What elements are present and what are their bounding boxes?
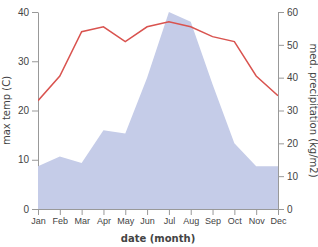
line xyxy=(38,22,278,101)
tick-mark xyxy=(278,78,284,79)
tick-mark xyxy=(103,209,104,215)
tick-label: Sep xyxy=(205,216,221,226)
tick-label: Mar xyxy=(74,216,90,226)
tick-label: Feb xyxy=(53,216,69,226)
tick-label: Nov xyxy=(249,216,266,226)
tick-mark xyxy=(32,12,38,13)
tick-label: 60 xyxy=(287,7,299,18)
tick-mark xyxy=(213,209,214,215)
tick-label: 40 xyxy=(18,7,30,18)
tick: May xyxy=(117,209,135,226)
area xyxy=(38,12,278,209)
tick-mark xyxy=(32,111,38,112)
tick-label: 10 xyxy=(287,171,299,182)
y2-axis: 0 10 20 30 40 50 60 xyxy=(278,7,299,215)
tick: 40 xyxy=(278,72,299,83)
tick-mark xyxy=(60,209,61,215)
tick: 10 xyxy=(18,154,38,165)
tick-mark xyxy=(278,12,284,13)
y-axis: 0 10 20 30 40 xyxy=(18,7,39,215)
tick: Oct xyxy=(228,209,243,226)
tick-mark xyxy=(82,209,83,215)
tick: Dec xyxy=(270,209,287,226)
x-axis: Jan Feb Mar Apr May Jun Jul Aug Sep Oct Nov Dec xyxy=(31,209,287,226)
tick: 0 xyxy=(278,204,293,215)
tick: Aug xyxy=(183,209,199,226)
tick: 50 xyxy=(278,40,299,51)
tick-label: 40 xyxy=(287,72,299,83)
tick-mark xyxy=(147,209,148,215)
tick: Jul xyxy=(164,209,176,226)
tick-label: 30 xyxy=(287,105,299,116)
tick-mark xyxy=(191,209,192,215)
tick-label: Apr xyxy=(97,216,111,226)
tick: Jun xyxy=(140,209,155,226)
tick-label: 10 xyxy=(18,154,30,165)
tick: 10 xyxy=(278,171,299,182)
tick-mark xyxy=(234,209,235,215)
tick-label: 0 xyxy=(287,204,293,215)
tick-mark xyxy=(32,160,38,161)
tick-mark xyxy=(278,111,284,112)
tick-mark xyxy=(278,176,284,177)
tick-label: Oct xyxy=(228,216,243,226)
tick-mark xyxy=(32,61,38,62)
tick: Apr xyxy=(97,209,111,226)
tick-mark xyxy=(256,209,257,215)
chart: JanFebMarAprMayJunJulAugSepOctNovDec0102… xyxy=(0,0,318,247)
plot-root: JanFebMarAprMayJunJulAugSepOctNovDec0102… xyxy=(18,7,299,227)
tick-mark xyxy=(169,209,170,215)
tick: 0 xyxy=(23,204,38,215)
tick: 30 xyxy=(18,56,38,67)
tick: Mar xyxy=(74,209,90,226)
tick-label: 30 xyxy=(18,56,30,67)
tick: 40 xyxy=(18,7,38,18)
tick: 20 xyxy=(278,138,299,149)
tick: 30 xyxy=(278,105,299,116)
tick-label: Jul xyxy=(164,216,176,226)
tick-label: 50 xyxy=(287,40,299,51)
tick-label: Jan xyxy=(31,216,46,226)
tick-mark xyxy=(278,209,284,210)
tick-label: May xyxy=(117,216,135,226)
tick: 60 xyxy=(278,7,299,18)
tick-mark xyxy=(32,209,38,210)
tick-mark xyxy=(278,45,284,46)
tick-label: Jun xyxy=(140,216,155,226)
tick-label: Dec xyxy=(270,216,287,226)
tick: Jan xyxy=(31,209,46,226)
tick-mark xyxy=(278,143,284,144)
axis-line xyxy=(39,209,279,210)
x-axis-title: date (month) xyxy=(121,233,195,244)
tick-label: 20 xyxy=(18,105,30,116)
y2-axis-title: med. precipitation (kg/m2) xyxy=(308,43,318,177)
tick: Feb xyxy=(53,209,69,226)
tick-label: Aug xyxy=(183,216,199,226)
tick-label: 20 xyxy=(287,138,299,149)
tick: Sep xyxy=(205,209,221,226)
tick-mark xyxy=(125,209,126,215)
marks xyxy=(38,12,278,209)
tick: Nov xyxy=(249,209,266,226)
tick-mark xyxy=(38,209,39,215)
tick: 20 xyxy=(18,105,38,116)
tick-label: 0 xyxy=(23,204,29,215)
y-axis-title: max temp (C) xyxy=(1,76,12,145)
